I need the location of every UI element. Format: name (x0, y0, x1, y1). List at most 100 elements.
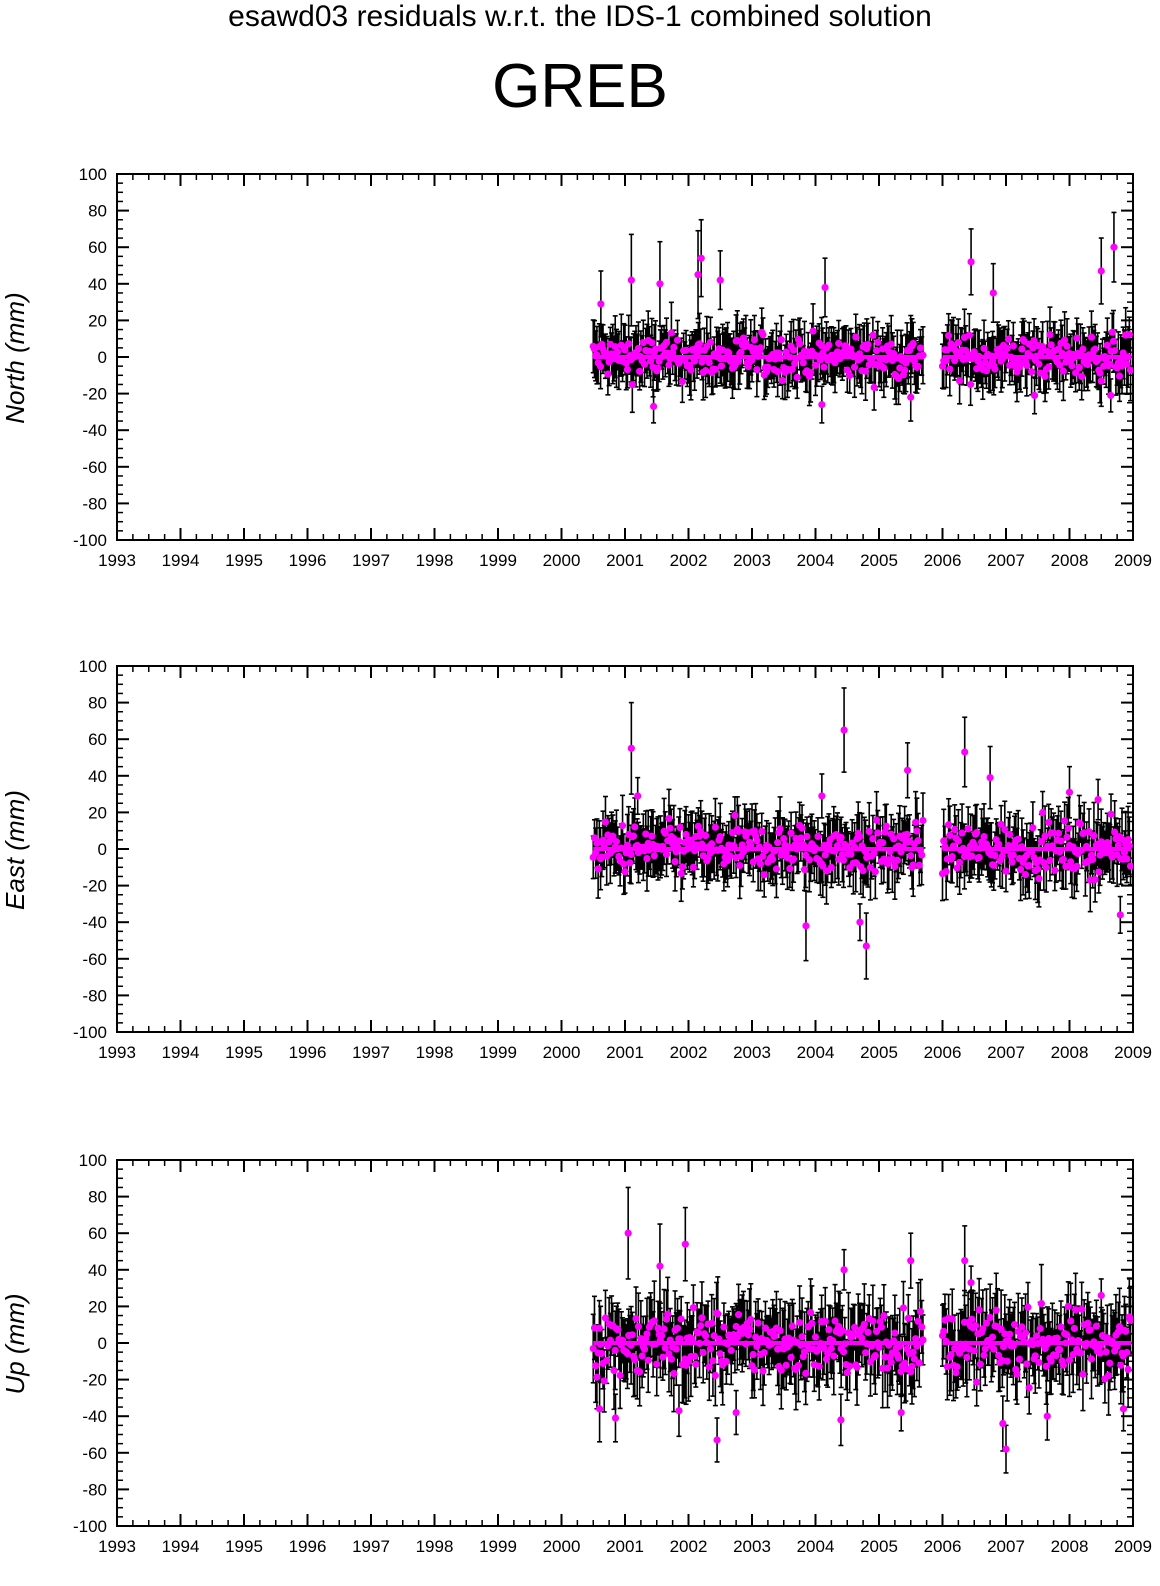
data-point (880, 364, 888, 372)
data-point (1096, 1349, 1104, 1357)
data-point (1023, 361, 1031, 369)
y-tick-label: 100 (79, 657, 107, 676)
data-point (883, 1364, 892, 1372)
data-point (1035, 1358, 1043, 1367)
data-point (656, 1262, 664, 1270)
x-tick-label: 2001 (606, 1537, 644, 1556)
data-point (787, 1353, 795, 1362)
data-point (749, 1350, 757, 1359)
data-point (678, 378, 686, 386)
data-point (753, 837, 761, 845)
x-tick-label: 1996 (289, 1537, 327, 1556)
data-point (913, 827, 921, 835)
data-point (742, 339, 750, 347)
data-point (643, 855, 651, 863)
data-point (737, 348, 745, 356)
data-point (1009, 342, 1017, 350)
data-point (1110, 243, 1118, 251)
data-point (793, 373, 801, 381)
data-point (697, 828, 705, 836)
y-tick-label: 100 (79, 165, 107, 184)
data-point (1035, 360, 1043, 368)
data-point (624, 1229, 632, 1237)
y-tick-label: -80 (82, 494, 107, 513)
data-point (973, 828, 981, 837)
data-point (809, 327, 817, 335)
data-point (912, 1335, 920, 1343)
data-point (802, 1369, 810, 1378)
data-point (861, 367, 870, 375)
data-point (799, 359, 807, 367)
data-point (1095, 868, 1103, 876)
data-point (807, 1309, 815, 1317)
x-tick-label: 2001 (606, 551, 644, 570)
data-point (734, 827, 743, 836)
data-point (611, 1346, 619, 1354)
data-point (948, 1315, 956, 1323)
data-point (961, 1257, 969, 1265)
data-point (938, 362, 947, 370)
data-point (1092, 1322, 1100, 1330)
data-point (1056, 1346, 1064, 1354)
data-point (968, 1315, 976, 1323)
data-point (910, 1355, 919, 1363)
y-tick-label: 100 (79, 1151, 107, 1170)
data-point (822, 1355, 831, 1363)
x-tick-label: 1998 (416, 1537, 454, 1556)
data-point (1045, 363, 1053, 371)
data-point (1041, 832, 1049, 840)
data-point (846, 1362, 854, 1370)
data-point (827, 863, 835, 872)
data-point (916, 1308, 925, 1316)
data-point (694, 271, 702, 279)
data-point (604, 370, 612, 378)
data-point (1006, 830, 1014, 839)
data-point (874, 338, 882, 346)
data-point (1002, 867, 1010, 875)
data-point (631, 1356, 639, 1364)
data-point (874, 829, 882, 837)
data-point (1024, 1303, 1032, 1311)
data-point (1004, 335, 1013, 343)
data-point (677, 1315, 685, 1323)
data-point (879, 839, 887, 847)
data-point (678, 863, 686, 871)
data-point (722, 1357, 730, 1366)
data-point (839, 856, 848, 864)
data-point (1018, 1323, 1026, 1331)
data-point (1001, 826, 1009, 834)
data-point (1059, 1361, 1067, 1369)
data-point (628, 1331, 636, 1339)
data-point (821, 851, 829, 859)
data-point (1054, 829, 1063, 838)
data-point (839, 1348, 848, 1356)
y-axis-label: North (mm) (0, 292, 30, 423)
x-tick-label: 2003 (733, 1537, 771, 1556)
data-point (1057, 837, 1065, 845)
data-point (814, 1346, 822, 1354)
x-tick-label: 1993 (98, 1537, 136, 1556)
data-point (1079, 1370, 1087, 1378)
data-point (825, 341, 833, 349)
data-point (837, 833, 845, 841)
data-point (1015, 1355, 1024, 1363)
data-point (1056, 361, 1064, 369)
data-point (852, 859, 860, 867)
data-point (620, 860, 628, 868)
data-point (1037, 838, 1046, 846)
data-point (709, 1357, 717, 1365)
data-point (864, 341, 872, 349)
data-point (627, 276, 635, 284)
data-layer (589, 1186, 1133, 1474)
x-tick-label: 1995 (225, 1043, 263, 1062)
y-axis-label: Up (mm) (0, 1293, 30, 1394)
data-point (1087, 1355, 1096, 1363)
data-point (1108, 328, 1116, 336)
data-point (596, 363, 605, 371)
data-point (1025, 861, 1033, 870)
data-point (654, 364, 662, 372)
data-point (881, 828, 889, 836)
data-point (1117, 1361, 1125, 1369)
data-point (623, 1350, 632, 1358)
data-point (1075, 364, 1083, 372)
